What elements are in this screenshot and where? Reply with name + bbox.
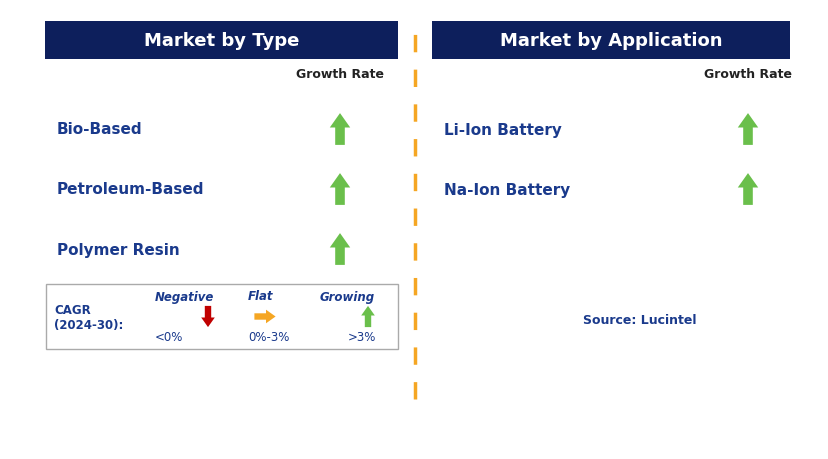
Text: Source: Lucintel: Source: Lucintel — [583, 313, 696, 326]
Polygon shape — [254, 310, 275, 324]
Polygon shape — [330, 234, 349, 265]
FancyBboxPatch shape — [46, 285, 397, 349]
Text: Market by Type: Market by Type — [143, 32, 299, 50]
Text: >3%: >3% — [348, 331, 376, 344]
Polygon shape — [361, 306, 374, 327]
Text: Li-Ion Battery: Li-Ion Battery — [444, 122, 561, 137]
Text: Bio-Based: Bio-Based — [57, 122, 142, 137]
FancyBboxPatch shape — [431, 22, 789, 60]
Text: 0%-3%: 0%-3% — [248, 331, 289, 344]
Text: Growing: Growing — [320, 290, 375, 303]
Text: Na-Ion Battery: Na-Ion Battery — [444, 182, 570, 197]
Text: Growth Rate: Growth Rate — [703, 68, 791, 81]
Text: Polymer Resin: Polymer Resin — [57, 242, 180, 257]
Polygon shape — [737, 114, 758, 146]
Polygon shape — [330, 114, 349, 146]
Text: Flat: Flat — [248, 290, 273, 303]
Text: Petroleum-Based: Petroleum-Based — [57, 182, 205, 197]
Text: (2024-30):: (2024-30): — [54, 318, 123, 331]
Text: CAGR: CAGR — [54, 303, 90, 316]
FancyBboxPatch shape — [45, 22, 397, 60]
Text: Market by Application: Market by Application — [499, 32, 721, 50]
Text: <0%: <0% — [155, 331, 183, 344]
Polygon shape — [201, 306, 214, 327]
Text: Negative: Negative — [155, 290, 214, 303]
Polygon shape — [737, 174, 758, 206]
Polygon shape — [330, 174, 349, 206]
Text: Growth Rate: Growth Rate — [296, 68, 383, 81]
